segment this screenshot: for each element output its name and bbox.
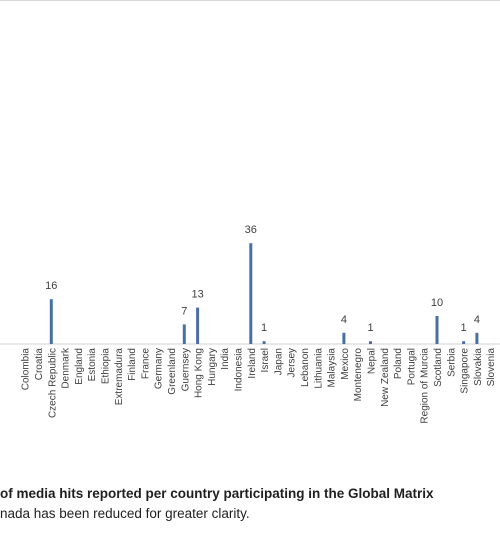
x-tick-label-hungary: Hungary [207,348,218,386]
x-tick-label-nepal: Nepal [367,348,378,374]
x-tick-label-poland: Poland [393,348,404,379]
x-tick-label-finland: Finland [127,348,138,381]
x-tick-label-ethiopia: Ethiopia [101,348,112,385]
bar-slovakia [475,332,479,344]
bar-singapore [462,341,466,344]
x-tick-label-india: India [220,348,231,370]
data-label-guernsey: 7 [181,305,187,317]
data-label-israel: 1 [261,322,267,334]
x-tick-label-japan: Japan [273,348,284,375]
x-tick-label-malaysia: Malaysia [327,348,338,388]
x-tick-label-croatia: Croatia [34,348,45,381]
x-tick-label-serbia: Serbia [446,348,457,377]
bar-nepal [369,341,372,344]
bar-czech-republic [49,299,53,344]
bar-mexico [342,332,346,344]
x-tick-label-greenland: Greenland [167,348,178,395]
x-tick-label-england: England [74,348,85,385]
x-tick-label-jersey: Jersey [287,348,298,377]
x-tick-label-germany: Germany [154,348,165,389]
data-label-slovakia: 4 [474,314,480,326]
value-labels-group: 167133614110145 [45,224,480,334]
caption-line-2: nada has been reduced for greater clarit… [0,506,250,521]
x-tick-label-france: France [140,348,151,380]
x-tick-label-indonesia: Indonesia [234,348,245,392]
x-tick-label-mexico: Mexico [340,348,351,380]
data-label-hong-kong: 13 [191,289,203,301]
x-tick-label-guernsey: Guernsey [180,348,191,391]
bar-scotland [435,316,439,344]
figure-caption: of media hits reported per country parti… [0,484,500,524]
x-tick-label-lithuania: Lithuania [313,348,324,389]
x-tick-label-montenegro: Montenegro [353,348,364,402]
x-tick-label-estonia: Estonia [87,348,98,382]
x-tick-label-hong-kong: Hong Kong [194,348,205,398]
data-label-czech-republic: 16 [45,280,57,292]
x-tick-label-czech-republic: Czech Republic [47,348,58,418]
bar-hong-kong [196,307,200,344]
caption-line-1: of media hits reported per country parti… [0,486,434,501]
x-tick-label-extremadura: Extremadura [114,348,125,406]
data-label-mexico: 4 [341,314,347,326]
x-tick-label-portugal: Portugal [406,348,417,385]
bar-ireland [249,243,253,344]
bar-guernsey [182,324,186,344]
x-tick-label-slovenia: Slovenia [486,348,497,387]
x-tick-label-lebanon: Lebanon [300,348,311,387]
x-tick-label-new-zealand: New Zealand [380,348,391,407]
x-tick-label-colombia: Colombia [21,348,32,391]
category-labels-group: Colombia Croatia Czech Republic Denmark Engl… [21,347,500,424]
data-label-nepal: 1 [367,322,373,334]
x-tick-label-region-of-murcia: Region of Murcia [420,348,431,424]
data-label-singapore: 1 [461,322,467,334]
bar-israel [262,341,266,344]
x-tick-label-singapore: Singapore [460,348,471,394]
x-tick-label-israel: Israel [260,348,271,372]
x-tick-label-scotland: Scotland [433,348,444,387]
data-label-ireland: 36 [245,224,257,236]
x-tick-label-slovakia: Slovakia [473,348,484,386]
data-label-scotland: 10 [431,297,443,309]
x-tick-label-denmark: Denmark [61,347,72,389]
bars-group [49,243,479,344]
x-tick-label-ireland: Ireland [247,348,258,379]
